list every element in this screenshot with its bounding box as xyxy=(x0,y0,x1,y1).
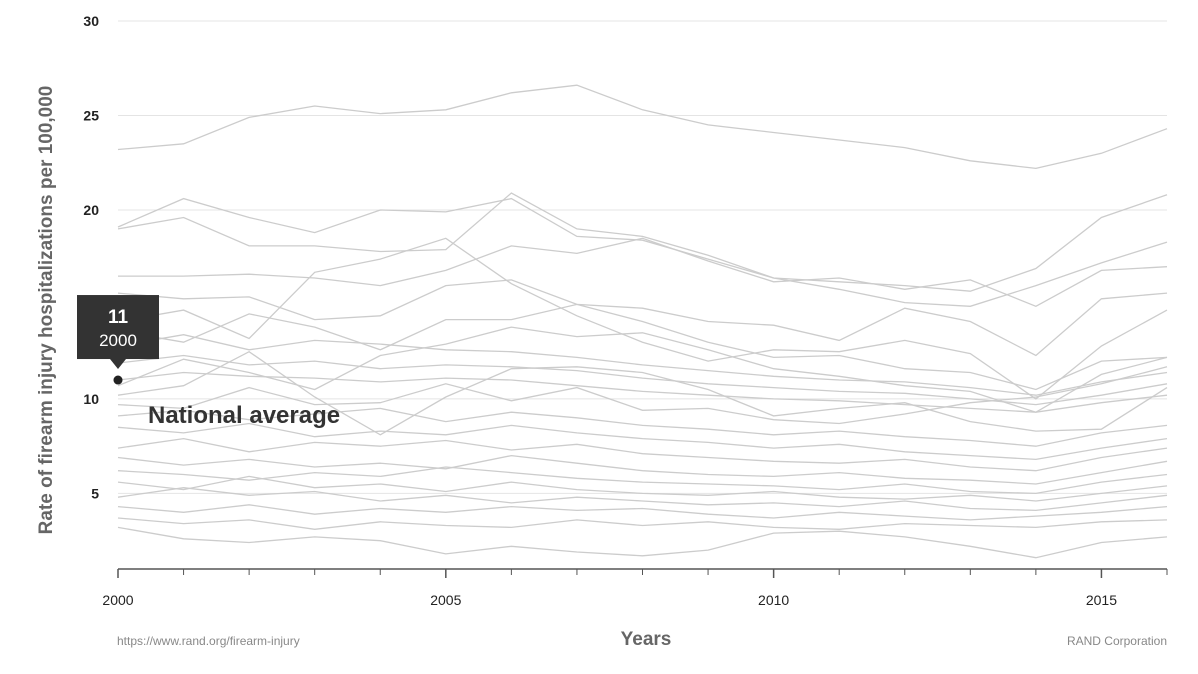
series-line[interactable] xyxy=(117,194,1168,292)
source-url[interactable]: https://www.rand.org/firearm-injury xyxy=(117,634,300,648)
series-line[interactable] xyxy=(117,303,1168,391)
series-line[interactable] xyxy=(118,237,1168,308)
series-line[interactable] xyxy=(117,84,1168,170)
series-line[interactable] xyxy=(117,237,1168,400)
y-tick-label: 20 xyxy=(83,202,99,218)
series-line[interactable] xyxy=(117,517,1168,530)
series-line[interactable] xyxy=(117,475,1168,502)
y-tick-label: 5 xyxy=(91,485,99,501)
x-axis: 2000 2005 2010 2015 xyxy=(102,568,1168,608)
series-line[interactable] xyxy=(117,366,1168,425)
x-tick-label: 2000 xyxy=(102,592,133,608)
x-tick-label: 2005 xyxy=(430,592,461,608)
y-tick-label: 10 xyxy=(83,391,99,407)
series-line[interactable] xyxy=(117,422,1168,461)
tooltip-value: 11 xyxy=(108,307,129,328)
series-line[interactable] xyxy=(117,437,1168,472)
series-line[interactable] xyxy=(117,326,1168,413)
tooltip-box xyxy=(77,295,159,360)
y-tick-label: 25 xyxy=(83,107,99,123)
national-average-label: National average xyxy=(148,402,340,429)
series-line[interactable] xyxy=(117,334,1168,396)
y-axis-ticks: 30 25 20 10 5 xyxy=(83,13,99,501)
series-line[interactable] xyxy=(117,454,1168,485)
national-average-point[interactable] xyxy=(113,375,123,385)
national-average-marker[interactable]: National average xyxy=(113,375,341,430)
series-line[interactable] xyxy=(117,407,1168,447)
series-line[interactable] xyxy=(117,487,1168,512)
tooltip-arrow xyxy=(110,359,126,370)
tooltip-year: 2000 xyxy=(99,331,137,350)
series-line[interactable] xyxy=(117,192,1168,307)
series-line[interactable] xyxy=(117,350,1168,436)
series-line[interactable] xyxy=(117,526,1168,559)
series-line[interactable] xyxy=(117,371,1168,413)
x-tick-label: 2010 xyxy=(758,592,789,608)
series-lines xyxy=(117,84,1168,559)
x-tick-label: 2015 xyxy=(1086,592,1117,608)
credit-label: RAND Corporation xyxy=(1067,634,1167,648)
series-line[interactable] xyxy=(117,466,1168,495)
y-tick-label: 30 xyxy=(83,13,99,29)
series-line[interactable] xyxy=(117,279,1168,357)
x-axis-label: Years xyxy=(621,629,672,650)
series-line[interactable] xyxy=(117,504,1168,521)
tooltip: 11 2000 xyxy=(77,295,159,370)
y-axis-label: Rate of firearm injury hospitalizations … xyxy=(36,86,57,535)
